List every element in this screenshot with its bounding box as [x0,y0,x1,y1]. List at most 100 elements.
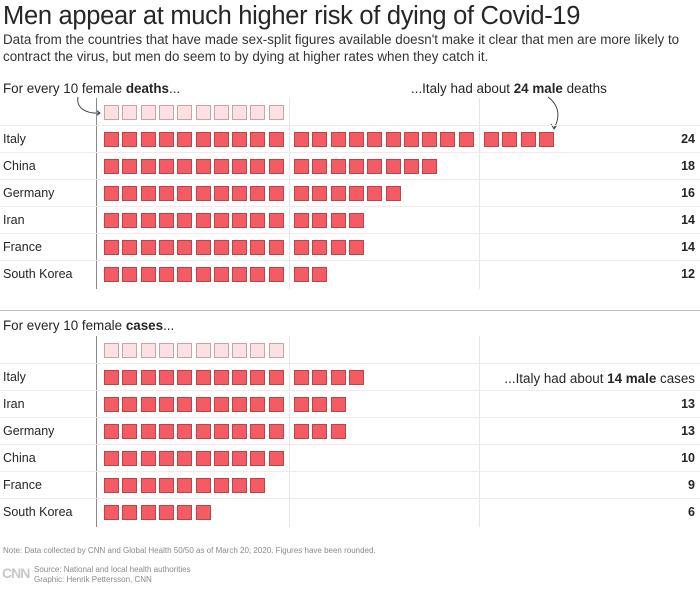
male-square [158,213,174,228]
male-square [122,505,138,520]
male-square [294,267,309,282]
male-square [195,370,211,385]
male-square [458,132,474,147]
male-square [385,186,401,201]
male-square [177,505,193,520]
male-square [232,397,248,412]
male-square [348,186,364,201]
male-square [367,132,383,147]
male-square [195,478,211,493]
row-divider [0,179,700,180]
male-square [312,267,328,282]
country-label: France [3,240,42,254]
male-square [213,240,229,255]
male-square [195,267,211,282]
female-reference-square [177,343,193,358]
male-square [268,159,284,174]
male-square [385,132,401,147]
male-square [232,267,248,282]
female-reference-square [213,343,229,358]
male-square [330,240,346,255]
male-square [213,267,229,282]
male-square [330,132,346,147]
value-label: 14 [681,213,695,227]
male-square [122,159,138,174]
male-square [122,424,138,439]
male-square [330,159,346,174]
male-square [213,370,229,385]
male-square [195,186,211,201]
male-square [122,267,138,282]
male-square [268,370,284,385]
male-square [294,159,309,174]
male-square [177,397,193,412]
gridline [289,336,290,527]
female-reference-square [104,105,119,120]
male-square [268,451,284,466]
male-square [348,159,364,174]
female-reference-square [268,343,284,358]
chart-axis [96,336,97,527]
male-square [330,370,346,385]
value-label: 18 [681,159,695,173]
male-square [177,186,193,201]
female-reference-square [140,105,156,120]
male-square [232,478,248,493]
male-square [250,478,266,493]
male-square [140,213,156,228]
male-square [158,267,174,282]
male-square [195,132,211,147]
gridline [479,98,480,289]
male-square [385,159,401,174]
value-label: 6 [688,505,695,519]
male-square [250,159,266,174]
male-square [122,186,138,201]
male-square [158,424,174,439]
male-square [177,451,193,466]
male-square [140,267,156,282]
value-label: 14 [681,240,695,254]
male-square [158,505,174,520]
male-square [294,424,309,439]
male-square [312,132,328,147]
female-reference-square [140,343,156,358]
male-square [294,397,309,412]
female-reference-square [104,343,119,358]
male-square [140,478,156,493]
male-square [348,213,364,228]
male-square [177,424,193,439]
male-square [158,240,174,255]
male-square [294,370,309,385]
male-square [348,240,364,255]
graphic-credit: Graphic: Henrik Pettersson, CNN [34,575,152,584]
male-square [312,240,328,255]
male-square [250,397,266,412]
male-square [158,397,174,412]
country-label: South Korea [3,505,73,519]
male-square [158,159,174,174]
chart-title: Men appear at much higher risk of dying … [3,2,581,30]
female-reference-square [195,105,211,120]
male-square [213,451,229,466]
country-label: France [3,478,42,492]
male-square [312,424,328,439]
male-square [312,213,328,228]
male-square [140,397,156,412]
male-square [348,370,364,385]
male-square [104,397,119,412]
male-square [330,213,346,228]
female-reference-square [232,105,248,120]
country-label: Germany [3,424,55,438]
male-square [232,370,248,385]
male-square [232,451,248,466]
row-divider [0,498,700,499]
male-square [177,267,193,282]
male-square [312,370,328,385]
value-label: 10 [681,451,695,465]
value-label: 24 [681,132,695,146]
male-square [232,159,248,174]
cnn-logo: CNN [2,565,30,581]
country-label: Iran [3,213,25,227]
male-square [403,132,419,147]
